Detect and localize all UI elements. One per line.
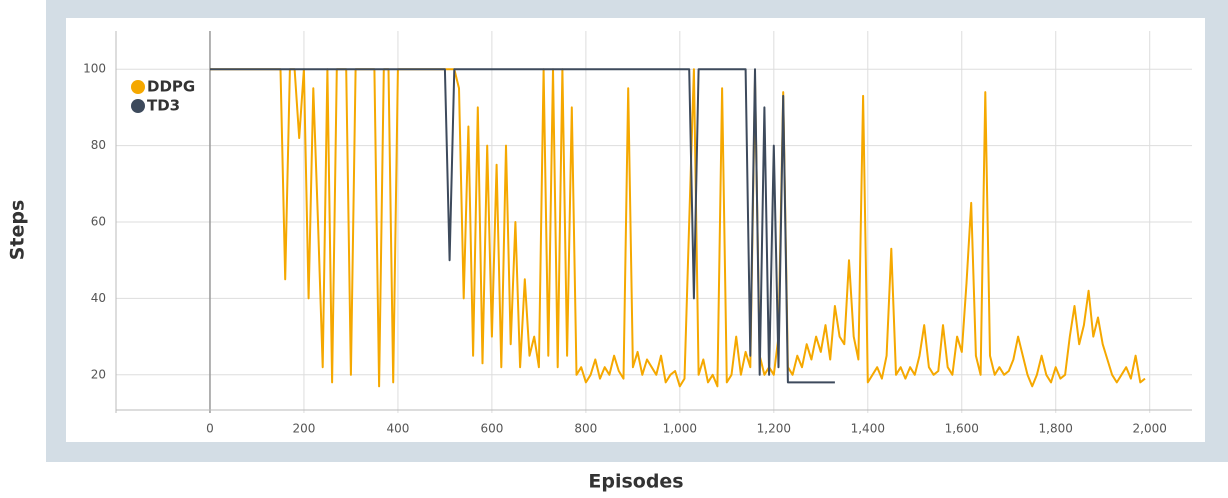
x-tick-label: 1,400 <box>851 422 885 436</box>
y-tick-label: 60 <box>91 215 106 229</box>
y-tick-label: 40 <box>91 291 106 305</box>
y-tick-label: 80 <box>91 138 106 152</box>
series-line <box>210 68 835 384</box>
legend-marker <box>131 80 145 94</box>
legend-label: TD3 <box>147 97 180 115</box>
legend-marker <box>131 99 145 113</box>
x-tick-label: 1,600 <box>945 422 979 436</box>
plot-area <box>66 18 1205 442</box>
x-tick-label: 2,000 <box>1133 422 1167 436</box>
y-axis-title: Steps <box>7 200 29 261</box>
x-tick-label: 600 <box>480 422 503 436</box>
x-axis-title: Episodes <box>588 471 683 493</box>
x-tick-label: 0 <box>206 422 214 436</box>
x-tick-label: 1,000 <box>663 422 697 436</box>
y-tick-label: 100 <box>83 62 106 76</box>
x-tick-label: 800 <box>574 422 597 436</box>
x-tick-label: 200 <box>292 422 315 436</box>
legend-label: DDPG <box>147 78 195 96</box>
x-tick-label: 1,200 <box>757 422 791 436</box>
x-tick-label: 1,800 <box>1039 422 1073 436</box>
y-tick-label: 20 <box>91 367 106 381</box>
x-tick-label: 400 <box>386 422 409 436</box>
